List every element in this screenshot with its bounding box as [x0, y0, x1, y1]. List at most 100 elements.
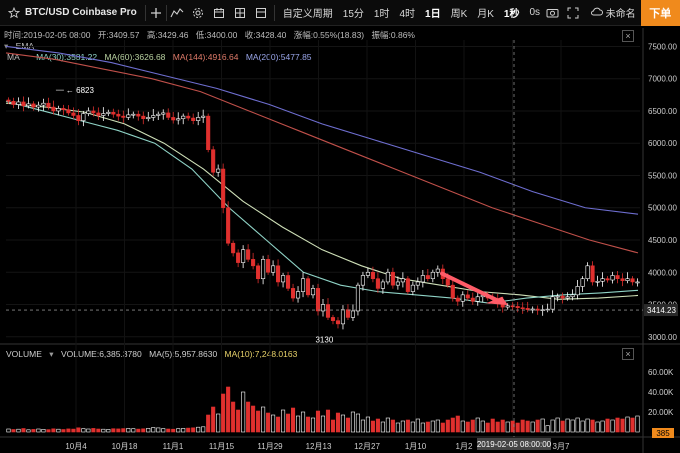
candle-body [355, 284, 360, 312]
volume-bar [161, 428, 166, 433]
volume-bar [425, 421, 430, 433]
volume-bar [445, 419, 450, 433]
close-panel-button[interactable]: × [622, 30, 634, 42]
interval-1w[interactable]: 周K [450, 9, 468, 20]
volume-bar [216, 413, 221, 433]
volume-bar [131, 428, 136, 433]
candle-body [71, 112, 76, 116]
cloud-save-button[interactable]: 未命名 [585, 0, 641, 26]
volume-bar [181, 428, 186, 433]
candle-body [600, 278, 605, 282]
volume-bar [495, 421, 500, 433]
candle-body [420, 275, 425, 283]
volume-bar [31, 429, 36, 433]
interval-1h[interactable]: 1时 [373, 9, 390, 20]
volume-bar [290, 407, 296, 433]
volume-bar [116, 428, 121, 433]
volume-bar [286, 413, 291, 433]
volume-bar [365, 416, 370, 433]
layout-icon[interactable] [253, 4, 268, 22]
candle-body [26, 103, 31, 107]
candle-body [186, 115, 191, 119]
interval-1s[interactable]: 1秒 [503, 9, 520, 20]
volume-bar [430, 420, 435, 433]
time-tick-label: 11月1 [163, 442, 184, 451]
volume-bar [345, 417, 351, 433]
candle-body [635, 281, 640, 284]
volume-bar [171, 428, 176, 433]
candle-body [86, 110, 91, 114]
candle-body [141, 115, 146, 120]
time-value: 时间:2019-02-05 08:00 [4, 30, 91, 40]
interval-1m[interactable]: 月K [477, 9, 494, 20]
high-value: 高:3429.46 [146, 30, 189, 40]
candle-body [290, 288, 296, 299]
time-tick-label: 12月13 [306, 442, 332, 451]
calendar-icon[interactable] [212, 4, 227, 22]
candle-body [620, 278, 625, 281]
volume-bar [106, 429, 111, 433]
symbol-selector[interactable]: BTC/USD Coinbase Pro [0, 0, 142, 26]
volume-bar [450, 417, 455, 433]
volume-bar [310, 417, 316, 433]
chart-overlay: 3414.23 2019-02-05 08:00:00 ← 6823 3130 385 [6, 40, 678, 450]
volume-bar [151, 427, 156, 433]
candle-body [261, 259, 266, 280]
volume-bar [550, 419, 555, 433]
close-icon: × [625, 349, 631, 359]
star-icon[interactable] [5, 4, 23, 22]
candle-body [390, 271, 395, 286]
volume-bar [191, 427, 196, 433]
candle-body [310, 288, 316, 296]
candle-body [81, 113, 86, 121]
candle-body [21, 101, 26, 107]
close-volume-button[interactable]: × [622, 348, 634, 360]
grid-icon[interactable] [232, 4, 247, 22]
volume-legend[interactable]: VOLUME ▾ VOLUME:6,385.3780 MA(5):5,957.8… [6, 349, 302, 360]
volume-bar [615, 417, 620, 433]
candle-body [56, 108, 61, 112]
volume-bar [86, 428, 91, 433]
volume-bar [295, 415, 301, 433]
volume-bar [375, 418, 380, 433]
fullscreen-icon[interactable] [566, 4, 581, 22]
candle-body [216, 168, 221, 173]
candle-body [320, 304, 326, 312]
candle-body [590, 265, 595, 283]
ma-legend[interactable]: MA MA(30):3581.22 MA(60):3626.68 MA(144)… [4, 52, 317, 62]
dropdown-icon[interactable]: ▾ [49, 349, 54, 359]
candle-body [400, 278, 405, 283]
divider [166, 4, 168, 21]
interval-1d[interactable]: 1日 [425, 9, 441, 20]
interval-4h[interactable]: 4时 [399, 9, 416, 20]
volume-bar [585, 418, 590, 433]
order-button[interactable]: 下单 [640, 0, 680, 26]
price-tick-label: 5000.00 [648, 204, 677, 213]
settings-icon[interactable] [191, 4, 206, 22]
candle-body [181, 115, 186, 120]
volume-bar [350, 411, 355, 433]
custom-period-button[interactable]: 自定义周期 [282, 9, 333, 20]
ma-label: MA [7, 52, 20, 62]
candle-body [555, 295, 560, 298]
compare-icon[interactable] [170, 4, 185, 22]
candle-body [286, 275, 291, 289]
candle-body [11, 100, 16, 105]
unnamed-label: 未命名 [605, 9, 636, 20]
candle-body [61, 108, 66, 110]
volume-bar [136, 428, 141, 433]
add-icon[interactable] [149, 4, 164, 22]
volume-bar [66, 428, 71, 433]
interval-15m[interactable]: 15分 [342, 9, 364, 20]
candle-body [470, 297, 475, 302]
candle-body [350, 310, 355, 318]
candle-body [161, 112, 166, 115]
volume-bar [520, 419, 525, 433]
candle-body [345, 309, 351, 318]
candle-body [610, 275, 615, 281]
camera-icon[interactable] [545, 4, 560, 22]
candle-body [51, 106, 56, 112]
crosshair-price-label: 3414.23 [647, 306, 676, 315]
candle-body [6, 99, 11, 102]
